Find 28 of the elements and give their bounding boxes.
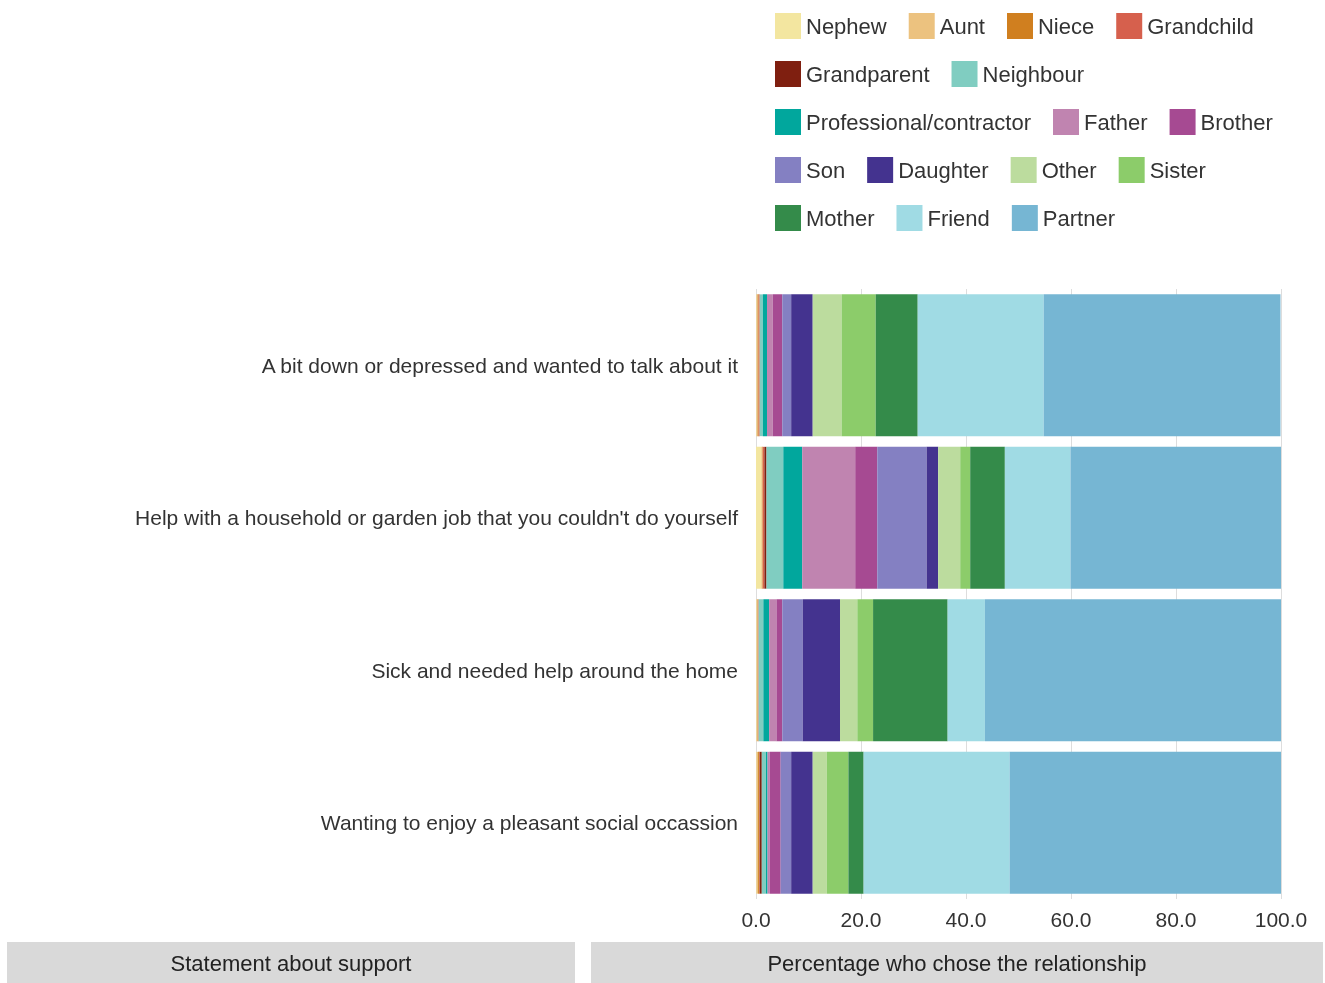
legend-label: Brother bbox=[1200, 109, 1273, 135]
legend-label: Neighbour bbox=[982, 61, 1085, 87]
legend-label: Partner bbox=[1042, 205, 1115, 231]
x-tick-label: 60.0 bbox=[1050, 908, 1092, 931]
legend-label: Nephew bbox=[806, 13, 887, 39]
legend-label: Grandchild bbox=[1147, 13, 1254, 39]
y-tick-label: A bit down or depressed and wanted to talk about it bbox=[261, 353, 739, 377]
x-tick-label: 0.0 bbox=[741, 908, 771, 931]
legend-label: Mother bbox=[806, 205, 875, 231]
x-tick-label: 100.0 bbox=[1254, 908, 1308, 931]
legend-label: Other bbox=[1041, 157, 1097, 183]
y-tick-label: Help with a household or garden job that you couldn't do yourself bbox=[135, 506, 739, 530]
legend-label: Son bbox=[806, 157, 846, 183]
legend-label: Sister bbox=[1149, 157, 1206, 183]
legend-label: Daughter bbox=[898, 157, 989, 183]
legend-label: Friend bbox=[927, 205, 990, 231]
legend-label: Aunt bbox=[939, 13, 985, 39]
legend-label: Father bbox=[1084, 109, 1148, 135]
legend-label: Grandparent bbox=[806, 61, 930, 87]
y-tick-label: Wanting to enjoy a pleasant social occassion bbox=[320, 811, 738, 835]
x-tick-label: 80.0 bbox=[1155, 908, 1197, 931]
legend-label: Professional/contractor bbox=[806, 109, 1031, 135]
x-tick-label: 40.0 bbox=[945, 908, 987, 931]
x-tick-label: 20.0 bbox=[840, 908, 882, 931]
y-tick-label: Sick and needed help around the home bbox=[371, 658, 738, 682]
y-axis-title: Statement about support bbox=[170, 950, 412, 976]
x-axis-title: Percentage who chose the relationship bbox=[767, 950, 1147, 976]
legend-label: Niece bbox=[1037, 13, 1095, 39]
